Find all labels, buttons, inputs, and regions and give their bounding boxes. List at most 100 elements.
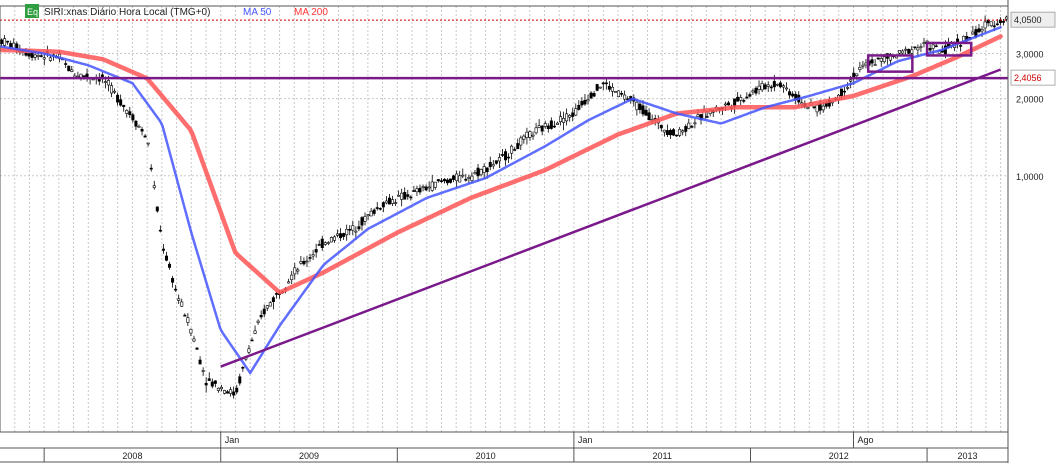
candle-body [882,56,886,63]
candle-body [311,254,315,257]
candle-body [271,297,275,302]
candle-body [268,302,272,307]
candle-body [360,217,364,226]
candle-body [760,83,764,91]
candle-body [137,125,141,128]
candle-body [421,186,425,188]
candle-body [775,83,779,86]
candle-body [317,244,321,246]
candle-body [470,175,474,181]
ma50-series [0,26,1002,375]
candle-body [213,380,217,384]
trendline[interactable] [220,68,1002,368]
candle-body [33,54,37,58]
candle-body [693,122,697,125]
candle-body [488,161,492,168]
candle-body [397,195,401,197]
candle-body [876,57,880,60]
candle-body [659,124,663,129]
candle-body [919,46,923,48]
candle-body [439,180,443,182]
candle-body [491,164,495,167]
candle-body [745,96,749,99]
candle-body [445,179,449,184]
candle-body [858,66,862,70]
candle-body [781,85,785,88]
candle-body [989,21,993,27]
candle-body [36,55,40,57]
candle-body [458,175,462,183]
candle-body [0,39,4,44]
candle-body [204,382,208,386]
candle-body [39,55,43,57]
candle-body [259,314,263,318]
candle-body [122,104,126,108]
candle-body [375,207,379,209]
candle-body [916,47,920,51]
candle-body [323,242,327,245]
candle-body [620,93,624,95]
ma200-series [0,34,1003,295]
candle-body [638,103,642,110]
candle-body [928,47,932,51]
chart-header: Eq SIRI:xnas Diário Hora Local (TMG+0) M… [25,4,328,18]
candle-body [320,238,324,249]
candle-body [992,25,996,28]
candle-body [183,314,187,317]
candle-body [668,130,672,136]
ma200-label[interactable]: MA 200 [294,7,328,18]
candle-body [82,75,86,77]
consolidation-box[interactable] [866,54,914,73]
candle-body [186,317,190,323]
candle-body [1004,16,1008,20]
candle-body [907,48,911,54]
candle-body [30,52,34,58]
candle-body [229,389,233,394]
consolidation-box[interactable] [925,41,973,57]
candle-body [384,200,388,204]
candle-body [152,185,156,188]
candle-body [604,82,608,85]
candle-body [959,45,963,47]
candle-body [189,329,193,334]
eq-badge[interactable]: Eq [27,7,38,17]
candle-body [339,233,343,239]
candle-body [727,102,731,106]
candle-body [430,181,434,191]
candle-body [345,228,349,236]
candle-body [207,378,211,381]
candle-body [583,100,587,105]
candle-body [705,116,709,118]
candle-body [372,209,376,214]
year-tick-label: 2010 [476,451,496,461]
candle-body [843,90,847,93]
ma50-label[interactable]: MA 50 [243,7,272,18]
eq-badge-bg[interactable] [25,4,39,18]
candle-body [387,197,391,205]
candle-body [106,80,110,86]
candle-body [522,135,526,140]
candle-body [467,177,471,179]
candle-body [675,134,679,137]
candle-body [898,50,902,54]
candle-body [100,74,104,78]
candle-body [552,125,556,128]
year-tick-label: 2011 [653,451,672,461]
candle-body [406,194,410,197]
candle-body [873,64,877,66]
candle-body [754,87,758,94]
candle-body [109,85,113,94]
candle-body [195,347,199,350]
symbol-label[interactable]: SIRI:xnas Diário Hora Local (TMG+0) [44,7,210,18]
candle-body [766,84,770,87]
candle-body [48,57,52,61]
candle-body [577,104,581,110]
candle-body [125,110,129,114]
candle-body [363,216,367,222]
year-tick-label: 2013 [958,451,978,461]
candle-body [9,43,13,48]
candle-body [113,90,117,93]
candle-body [507,156,511,159]
